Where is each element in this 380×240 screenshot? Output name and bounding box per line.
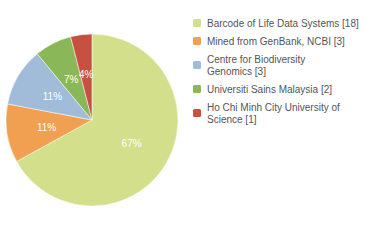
svg-text:Science [1]: Science [1]: [207, 114, 257, 125]
svg-text:Genomics [3]: Genomics [3]: [207, 66, 266, 77]
svg-text:7%: 7%: [64, 74, 79, 85]
svg-text:11%: 11%: [43, 91, 62, 102]
svg-text:Barcode of Life Data Systems [: Barcode of Life Data Systems [18]: [207, 18, 359, 29]
svg-text:Universiti Sains Malaysia [2]: Universiti Sains Malaysia [2]: [207, 84, 332, 95]
svg-text:Mined from GenBank, NCBI [3]: Mined from GenBank, NCBI [3]: [207, 36, 345, 47]
svg-text:Centre for Biodiversity: Centre for Biodiversity: [207, 54, 305, 65]
svg-text:4%: 4%: [79, 69, 94, 80]
svg-text:67%: 67%: [122, 138, 142, 149]
svg-text:11%: 11%: [37, 122, 56, 133]
svg-text:Ho Chi Minh City University of: Ho Chi Minh City University of: [207, 102, 340, 113]
